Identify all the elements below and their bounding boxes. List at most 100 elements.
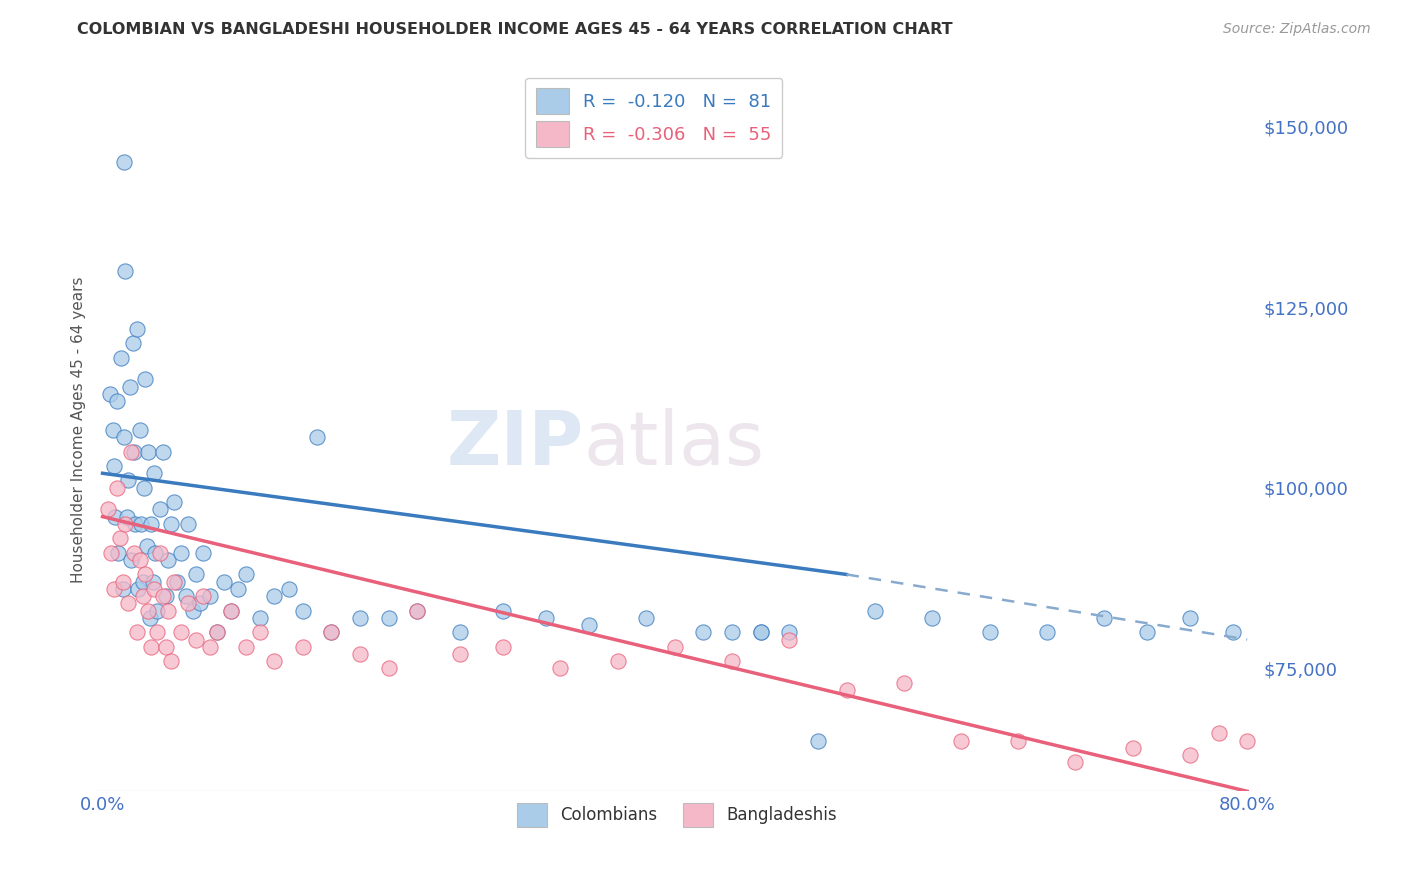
Point (449, 647, 471, 661)
Point (107, 546, 129, 560)
Point (921, 611, 943, 625)
Point (184, 567, 207, 582)
Point (263, 654, 285, 668)
Point (349, 647, 371, 661)
Point (1136, 625, 1159, 640)
Point (1007, 733, 1029, 747)
Point (120, 444, 142, 458)
Point (103, 458, 125, 473)
Point (146, 604, 169, 618)
Point (349, 611, 371, 625)
Point (131, 589, 153, 603)
Point (105, 394, 128, 409)
Point (198, 589, 221, 603)
Point (377, 611, 399, 625)
Point (221, 604, 243, 618)
Point (160, 654, 183, 668)
Point (1092, 611, 1115, 625)
Point (170, 546, 193, 560)
Point (141, 640, 163, 654)
Point (152, 444, 174, 458)
Point (111, 574, 134, 589)
Point (188, 596, 211, 610)
Point (235, 567, 257, 582)
Point (163, 574, 186, 589)
Point (205, 625, 228, 640)
Point (1064, 756, 1087, 770)
Point (122, 546, 145, 560)
Point (134, 567, 156, 582)
Point (127, 582, 149, 596)
Point (100, 546, 122, 560)
Point (1208, 726, 1230, 740)
Point (1122, 740, 1144, 755)
Point (205, 625, 228, 640)
Point (949, 733, 972, 747)
Point (108, 531, 131, 545)
Point (492, 604, 515, 618)
Point (111, 582, 134, 596)
Point (1178, 748, 1201, 763)
Point (157, 604, 180, 618)
Point (606, 654, 628, 668)
Point (1222, 625, 1244, 640)
Point (177, 516, 200, 531)
Point (228, 582, 250, 596)
Point (321, 625, 343, 640)
Point (749, 625, 772, 640)
Point (117, 474, 139, 488)
Point (979, 625, 1001, 640)
Point (155, 640, 177, 654)
Point (135, 539, 157, 553)
Point (249, 625, 271, 640)
Point (118, 379, 141, 393)
Point (263, 589, 285, 603)
Point (449, 625, 471, 640)
Point (105, 481, 128, 495)
Legend: Colombians, Bangladeshis: Colombians, Bangladeshis (509, 795, 845, 835)
Point (124, 516, 146, 531)
Point (155, 589, 177, 603)
Point (550, 661, 572, 675)
Point (145, 546, 167, 560)
Point (835, 683, 858, 698)
Text: atlas: atlas (583, 408, 765, 481)
Point (146, 625, 169, 640)
Point (321, 625, 343, 640)
Point (492, 640, 515, 654)
Point (174, 589, 197, 603)
Point (129, 516, 152, 531)
Point (778, 625, 800, 640)
Point (177, 596, 200, 610)
Point (198, 640, 221, 654)
Point (1178, 611, 1201, 625)
Point (749, 625, 772, 640)
Point (636, 611, 658, 625)
Point (101, 423, 124, 437)
Point (307, 430, 329, 444)
Point (534, 611, 557, 625)
Point (128, 423, 150, 437)
Point (692, 625, 714, 640)
Point (143, 582, 166, 596)
Point (152, 589, 174, 603)
Point (1036, 625, 1059, 640)
Point (138, 444, 160, 458)
Point (863, 604, 886, 618)
Point (191, 546, 214, 560)
Point (291, 604, 314, 618)
Point (277, 582, 299, 596)
Point (291, 640, 314, 654)
Point (120, 553, 142, 567)
Point (166, 574, 188, 589)
Point (778, 632, 800, 647)
Point (406, 604, 429, 618)
Point (249, 611, 271, 625)
Point (131, 574, 153, 589)
Point (578, 618, 600, 632)
Point (121, 336, 143, 351)
Point (125, 322, 148, 336)
Point (221, 604, 243, 618)
Point (377, 661, 399, 675)
Point (212, 574, 235, 589)
